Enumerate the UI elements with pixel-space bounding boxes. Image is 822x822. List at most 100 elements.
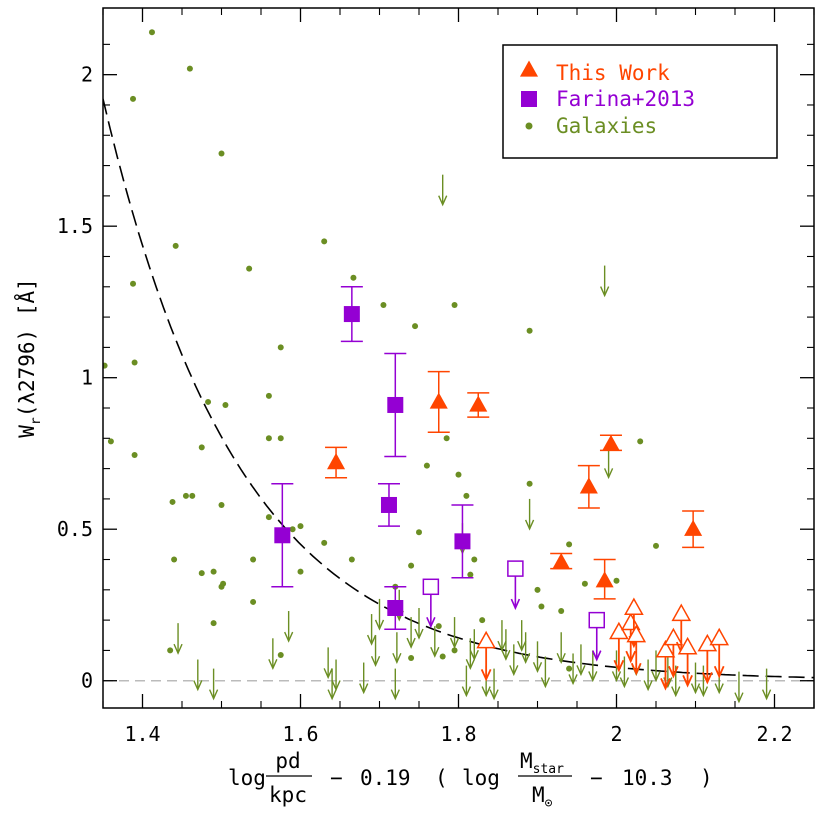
galaxy-limit-arrow-head — [193, 680, 203, 692]
galaxy-point — [348, 556, 355, 563]
galaxy-point — [169, 498, 176, 505]
thiswork-series — [325, 370, 730, 691]
galaxy-point — [131, 359, 138, 366]
galaxy-point — [250, 598, 257, 605]
galaxy-point — [277, 435, 284, 442]
galaxy-point — [566, 665, 573, 672]
this-work-limit-arrow-head — [682, 675, 693, 688]
galaxy-limit-arrow-head — [540, 677, 551, 689]
galaxy-point — [439, 653, 446, 660]
legend-farina-marker — [521, 91, 537, 107]
galaxy-limit-arrow-head — [734, 692, 744, 704]
galaxy-limit-arrow-head — [509, 665, 519, 677]
this-work-limit-arrow-head — [480, 668, 492, 682]
this-work-point — [579, 477, 598, 494]
galaxy-limit-arrow-head — [461, 686, 472, 698]
galaxy-point — [205, 398, 212, 405]
svg-text:M⊙: M⊙ — [532, 783, 553, 811]
galaxy-point — [107, 438, 114, 445]
galaxy-point — [222, 401, 229, 408]
legend: This Work Farina+2013 Galaxies — [502, 44, 778, 159]
farina-point — [387, 600, 404, 616]
farina-point — [387, 396, 404, 413]
svg-text:): ) — [700, 766, 713, 790]
galaxy-limit-arrow-head — [698, 686, 709, 698]
y-tick-label: 1 — [81, 366, 93, 390]
galaxy-point — [321, 539, 328, 546]
svg-text:0.19: 0.19 — [360, 766, 411, 790]
galaxy-limit-arrow-head — [469, 649, 479, 661]
galaxy-limit-arrow-head — [489, 689, 499, 701]
this-work-point — [552, 553, 571, 570]
galaxy-point — [189, 492, 196, 499]
galaxy-point — [380, 301, 387, 308]
svg-text:Mstar: Mstar — [520, 749, 564, 777]
galaxy-point — [534, 586, 541, 593]
galaxy-limit-arrow-head — [465, 659, 475, 671]
galaxy-point — [220, 580, 227, 587]
galaxy-point — [218, 150, 225, 157]
x-axis-label: log pd kpc − 0.19 ( log Mstar M⊙ − 10.3 … — [228, 749, 713, 811]
svg-text:10.3: 10.3 — [622, 766, 673, 790]
galaxy-limit-arrow-head — [327, 689, 337, 701]
farina-point — [343, 306, 360, 323]
galaxy-point — [277, 344, 284, 351]
galaxy-limit-arrow-head — [603, 468, 614, 480]
galaxy-point — [321, 238, 328, 245]
galaxy-limit-arrow-head — [392, 652, 402, 664]
legend-farina-label: Farina+2013 — [556, 87, 695, 111]
galaxy-limit-arrow-head — [761, 689, 772, 701]
this-work-point — [684, 519, 703, 536]
galaxy-limit-arrow-head — [438, 195, 448, 207]
galaxy-point — [130, 280, 137, 287]
galaxy-point — [435, 623, 442, 630]
y-axis-label: Wr(λ2796) [Å] — [13, 278, 44, 438]
farina-limit-marker — [588, 611, 605, 629]
galaxy-limit-arrow-head — [568, 674, 578, 686]
galaxy-point — [558, 608, 565, 615]
galaxy-limit-arrow-head — [430, 646, 440, 658]
svg-text:−: − — [590, 766, 603, 790]
y-tick-label: 1.5 — [57, 214, 93, 238]
galaxy-point — [246, 265, 253, 272]
galaxy-limit-arrow-head — [651, 671, 661, 683]
galaxy-limit-arrow-head — [714, 683, 724, 695]
galaxy-point — [198, 570, 205, 577]
svg-text:log: log — [228, 766, 266, 790]
axis-ticks: 1.4 1.6 1.8 2 2.2 0 0.5 1 1.5 2 — [57, 8, 815, 746]
this-work-limit-marker — [476, 630, 496, 649]
galaxy-point — [250, 556, 257, 563]
galaxy-limit-arrow-head — [600, 286, 610, 298]
galaxy-point — [210, 620, 217, 627]
galaxy-point — [297, 523, 304, 530]
galaxy-limit-arrow-head — [208, 689, 219, 701]
svg-text:log: log — [462, 766, 500, 790]
galaxy-limit-arrow-head — [414, 628, 424, 640]
galaxy-point — [479, 617, 486, 624]
this-work-point — [327, 453, 346, 470]
galaxy-limit-arrow-head — [532, 662, 543, 674]
galaxy-point — [416, 529, 422, 536]
galaxy-point — [408, 655, 415, 661]
svg-text:kpc: kpc — [269, 783, 307, 807]
galaxy-point — [443, 435, 450, 442]
galaxy-point — [581, 580, 588, 587]
this-work-limit-arrow-head — [613, 659, 625, 673]
galaxy-limit-arrow-head — [449, 637, 460, 649]
galaxy-limit-arrow-head — [690, 683, 701, 695]
galaxy-point — [289, 526, 296, 533]
galaxy-limit-arrow-head — [173, 643, 183, 655]
galaxy-limit-arrow-head — [501, 649, 511, 661]
galaxy-point — [408, 562, 415, 569]
this-work-point — [601, 434, 620, 452]
galaxy-limit-arrow-head — [588, 671, 598, 683]
legend-this-work-label: This Work — [556, 61, 670, 85]
galaxy-point — [265, 435, 272, 442]
galaxy-point — [148, 29, 155, 36]
galaxy-point — [653, 542, 659, 549]
galaxy-point — [130, 95, 137, 102]
this-work-limit-arrow-head — [668, 665, 679, 679]
farina-point — [274, 527, 291, 544]
galaxy-point — [350, 274, 357, 281]
galaxy-point — [566, 541, 573, 548]
